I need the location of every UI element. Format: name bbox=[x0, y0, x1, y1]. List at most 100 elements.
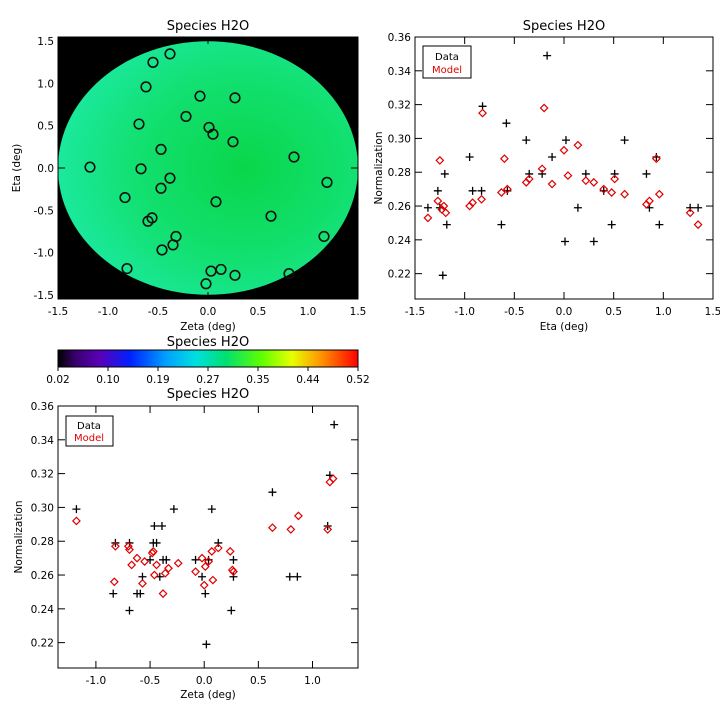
data-point bbox=[150, 522, 159, 531]
model-point bbox=[125, 545, 134, 555]
model-point bbox=[439, 201, 449, 211]
y-tick-label: 0.22 bbox=[388, 269, 411, 281]
x-tick-label: 1.0 bbox=[304, 675, 321, 687]
source-marker bbox=[133, 118, 145, 130]
source-marker bbox=[140, 81, 152, 93]
y-tick-label: 0.34 bbox=[31, 435, 55, 447]
model-point bbox=[496, 188, 506, 197]
source-marker bbox=[156, 244, 168, 256]
source-marker bbox=[135, 163, 147, 175]
model-point bbox=[547, 179, 557, 189]
model-point bbox=[654, 189, 664, 199]
data-point bbox=[201, 589, 210, 598]
y-tick-label: 0.30 bbox=[31, 502, 54, 514]
y-tick-label: 0.36 bbox=[31, 401, 55, 413]
model-point bbox=[225, 546, 235, 556]
data-point bbox=[227, 606, 236, 615]
source-marker bbox=[210, 196, 222, 208]
model-point bbox=[208, 575, 218, 585]
eta-title: Species H2O bbox=[523, 19, 605, 34]
model-point bbox=[620, 189, 630, 199]
source-marker bbox=[147, 56, 159, 68]
zeta-axes: -1.0 -0.5 0.0 0.5 1.0 0.22 0.24 0.26 0.28 0.30 0.3… bbox=[31, 401, 358, 687]
y-tick-label: 0.26 bbox=[388, 201, 412, 213]
model-point bbox=[149, 570, 159, 580]
data-point bbox=[433, 186, 442, 195]
data-point bbox=[502, 119, 511, 128]
source-marker bbox=[288, 151, 300, 163]
source-marker bbox=[155, 143, 167, 156]
data-point bbox=[548, 153, 557, 162]
x-tick-label: -0.5 bbox=[504, 306, 525, 318]
model-point bbox=[651, 154, 661, 164]
data-point bbox=[330, 420, 339, 429]
eta-legend-box bbox=[422, 45, 472, 79]
x-tick-label: 0.5 bbox=[605, 306, 622, 318]
data-point bbox=[607, 220, 616, 229]
model-point bbox=[435, 155, 445, 165]
species-field bbox=[58, 41, 358, 295]
model-point bbox=[200, 562, 210, 572]
model-point bbox=[127, 560, 137, 570]
x-tick-label: 0.0 bbox=[200, 306, 217, 318]
zeta-panel: Species H2O -1.0 -0.5 0.0 0.5 1.0 0.22 0.24 0.2… bbox=[13, 387, 359, 701]
source-marker bbox=[229, 269, 241, 281]
data-point bbox=[694, 203, 703, 212]
zeta-ylabel: Normalization bbox=[13, 501, 25, 574]
eta-ylabel: Normalization bbox=[373, 132, 385, 205]
data-point bbox=[610, 169, 619, 178]
x-tick-label: 0.0 bbox=[196, 675, 213, 687]
model-point bbox=[204, 557, 213, 566]
colorbar-title: Species H2O bbox=[167, 335, 249, 350]
y-tick-label: 0.32 bbox=[388, 100, 411, 112]
source-marker bbox=[265, 210, 277, 222]
model-point bbox=[213, 543, 223, 553]
data-point bbox=[268, 488, 277, 497]
y-tick-label: 1.0 bbox=[37, 78, 54, 90]
zeta-legend-data: Data bbox=[77, 421, 101, 432]
model-point bbox=[191, 567, 200, 577]
model-point bbox=[644, 196, 654, 206]
source-marker bbox=[229, 92, 241, 104]
data-point bbox=[465, 153, 474, 162]
zeta-legend-box bbox=[65, 415, 114, 447]
eta-legend-model: Model bbox=[432, 65, 462, 76]
y-tick-label: -1.0 bbox=[34, 248, 55, 260]
source-marker bbox=[180, 110, 192, 123]
model-point bbox=[573, 140, 583, 150]
x-tick-label: -0.5 bbox=[140, 675, 161, 687]
y-tick-label: 0.28 bbox=[388, 167, 411, 179]
x-tick-label: 0.0 bbox=[556, 306, 573, 318]
source-marker bbox=[155, 182, 167, 194]
y-tick-label: 0.30 bbox=[388, 133, 411, 145]
zeta-plot-area bbox=[71, 420, 339, 649]
y-tick-label: 1.5 bbox=[37, 36, 54, 48]
model-point bbox=[160, 568, 170, 578]
model-point bbox=[685, 208, 695, 218]
colorbar-tick-label: 0.27 bbox=[196, 374, 219, 386]
x-tick-label: 1.5 bbox=[705, 306, 720, 318]
colorbar-ticks: 0.02 0.10 0.19 0.27 0.35 0.44 0.52 bbox=[46, 367, 370, 386]
data-point bbox=[214, 538, 223, 547]
model-point bbox=[502, 184, 512, 194]
source-marker bbox=[121, 262, 133, 275]
y-tick-label: 0.36 bbox=[388, 32, 412, 44]
data-point bbox=[543, 51, 552, 60]
source-marker bbox=[167, 239, 179, 251]
model-point bbox=[478, 108, 487, 118]
source-marker bbox=[207, 128, 219, 140]
colorbar-gradient bbox=[57, 349, 359, 368]
y-tick-label: 0.0 bbox=[37, 163, 54, 175]
colorbar-tick-label: 0.19 bbox=[146, 374, 169, 386]
data-point bbox=[423, 203, 432, 212]
x-tick-label: -1.0 bbox=[86, 675, 107, 687]
data-point bbox=[538, 169, 547, 178]
data-point bbox=[191, 555, 200, 564]
y-tick-label: -1.5 bbox=[34, 290, 55, 302]
data-point bbox=[442, 220, 451, 229]
model-point bbox=[286, 524, 296, 534]
source-marker bbox=[318, 230, 330, 243]
source-marker bbox=[194, 90, 206, 102]
y-tick-label: 0.24 bbox=[388, 235, 412, 247]
